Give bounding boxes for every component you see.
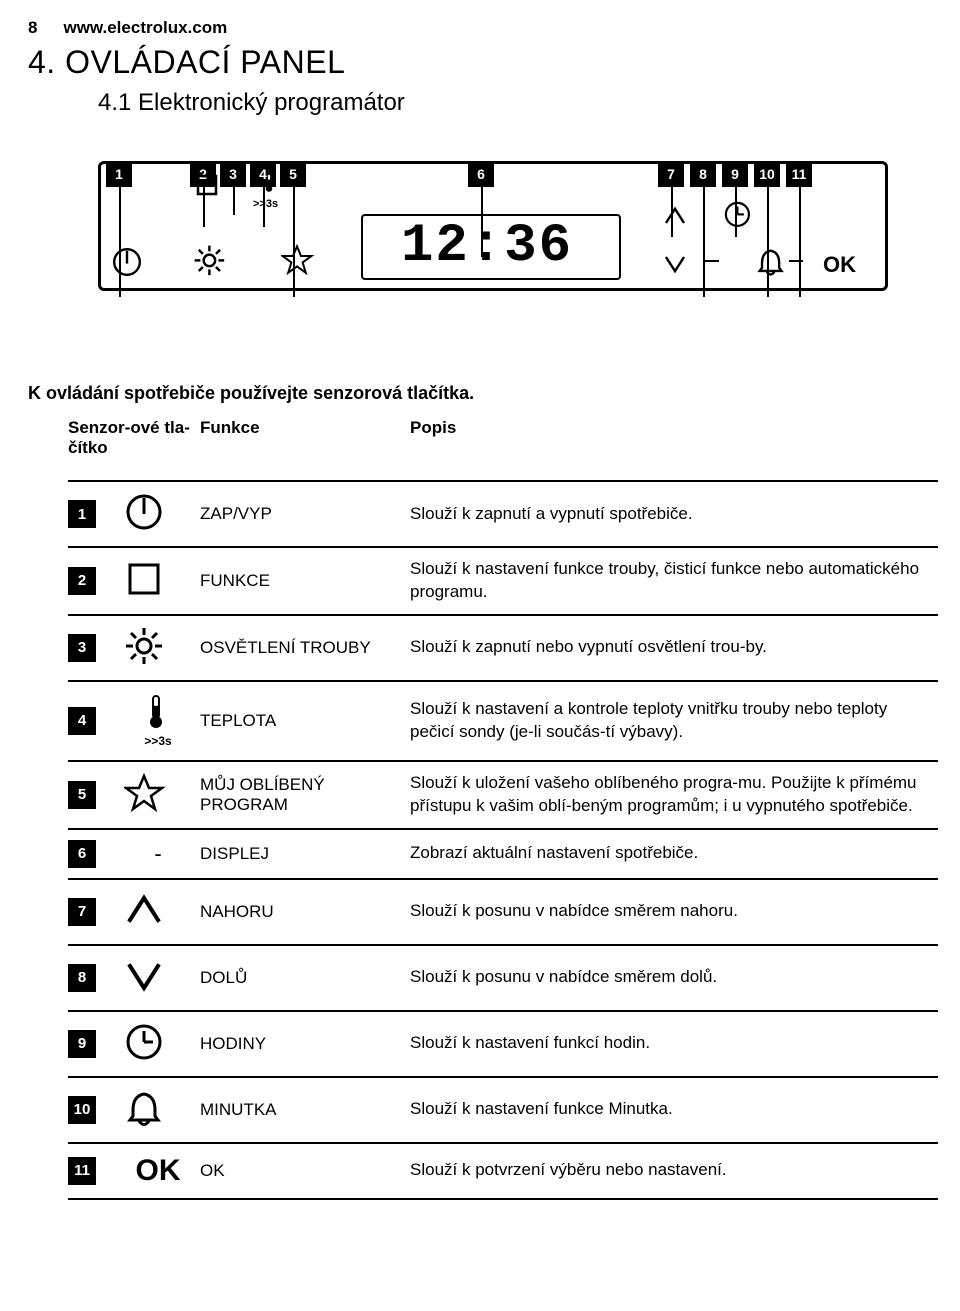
row-icon-dash: - — [124, 829, 200, 879]
row-badge: 7 — [68, 898, 96, 926]
row-description: Slouží k potvrzení výběru nebo nastavení… — [410, 1143, 938, 1199]
thermometer-icon — [258, 172, 276, 198]
row-description: Slouží k nastavení funkcí hodin. — [410, 1011, 938, 1077]
table-row: 8 DOLŮSlouží k posunu v nabídce směrem do… — [68, 945, 938, 1011]
row-icon-square — [124, 547, 200, 615]
row-description: Slouží k posunu v nabídce směrem dolů. — [410, 945, 938, 1011]
row-description: Slouží k nastavení funkce Minutka. — [410, 1077, 938, 1143]
row-badge: 10 — [68, 1096, 96, 1124]
row-function: OSVĚTLENÍ TROUBY — [200, 615, 410, 681]
row-function: HODINY — [200, 1011, 410, 1077]
th-button: Senzor-ové tla-čítko — [68, 410, 200, 481]
table-row: 6-DISPLEJZobrazí aktuální nastavení spot… — [68, 829, 938, 879]
row-badge: 3 — [68, 634, 96, 662]
row-badge: 5 — [68, 781, 96, 809]
row-description: Slouží k nastavení funkce trouby, čistic… — [410, 547, 938, 615]
clock-icon — [723, 200, 753, 230]
row-icon-thermo: >>3s — [124, 681, 200, 761]
square-icon — [196, 174, 218, 196]
row-description: Slouží k posunu v nabídce směrem nahoru. — [410, 879, 938, 945]
control-panel-diagram: 1 2 3 4 5 6 7 8 9 10 11 >>3s — [98, 161, 932, 361]
row-function: NAHORU — [200, 879, 410, 945]
row-function: DOLŮ — [200, 945, 410, 1011]
row-description: Slouží k uložení vašeho oblíbeného progr… — [410, 761, 938, 829]
row-function: OK — [200, 1143, 410, 1199]
row-badge: 9 — [68, 1030, 96, 1058]
power-icon — [111, 246, 143, 278]
table-row: 5 MŮJ OBLÍBENÝ PROGRAMSlouží k uložení va… — [68, 761, 938, 829]
row-function: DISPLEJ — [200, 829, 410, 879]
row-icon-bell — [124, 1077, 200, 1143]
row-description: Slouží k nastavení a kontrole teploty vn… — [410, 681, 938, 761]
row-function: MŮJ OBLÍBENÝ PROGRAM — [200, 761, 410, 829]
row-badge: 11 — [68, 1157, 96, 1185]
row-icon-up — [124, 879, 200, 945]
table-row: 4 >>3sTEPLOTASlouží k nastavení a kontrol… — [68, 681, 938, 761]
time-display: 12:36 — [401, 216, 573, 277]
star-icon — [281, 244, 315, 278]
table-row: 9 HODINYSlouží k nastavení funkcí hodin. — [68, 1011, 938, 1077]
table-row: 11OKOKSlouží k potvrzení výběru nebo nas… — [68, 1143, 938, 1199]
row-function: TEPLOTA — [200, 681, 410, 761]
row-function: ZAP/VYP — [200, 481, 410, 547]
light-icon — [193, 244, 227, 278]
row-badge: 6 — [68, 840, 96, 868]
chevron-down-icon — [663, 252, 689, 274]
row-icon-ok: OK — [124, 1143, 200, 1199]
row-badge: 8 — [68, 964, 96, 992]
row-description: Slouží k zapnutí nebo vypnutí osvětlení … — [410, 615, 938, 681]
th-description: Popis — [410, 410, 938, 481]
bell-icon — [755, 246, 787, 278]
row-description: Slouží k zapnutí a vypnutí spotřebiče. — [410, 481, 938, 547]
row-function: MINUTKA — [200, 1077, 410, 1143]
row-badge: 1 — [68, 500, 96, 528]
row-icon-light — [124, 615, 200, 681]
ok-label: OK — [823, 252, 856, 278]
table-row: 1 ZAP/VYPSlouží k zapnutí a vypnutí spotř… — [68, 481, 938, 547]
row-badge: 2 — [68, 567, 96, 595]
functions-table: Senzor-ové tla-čítko Funkce Popis 1 ZAP/V… — [68, 410, 938, 1200]
intro-text: K ovládání spotřebiče používejte senzoro… — [28, 383, 932, 404]
header-url: www.electrolux.com — [63, 18, 227, 38]
row-icon-star — [124, 761, 200, 829]
row-description: Zobrazí aktuální nastavení spotřebiče. — [410, 829, 938, 879]
hold-3s-label: >>3s — [253, 198, 278, 210]
row-function: FUNKCE — [200, 547, 410, 615]
section-title: 4. OVLÁDACÍ PANEL — [28, 44, 932, 81]
row-badge: 4 — [68, 707, 96, 735]
panel-outline: >>3s 12:36 OK — [98, 161, 888, 291]
th-function: Funkce — [200, 410, 410, 481]
table-row: 10 MINUTKASlouží k nastavení funkce Minut… — [68, 1077, 938, 1143]
row-icon-clock — [124, 1011, 200, 1077]
chevron-up-icon — [663, 204, 689, 226]
row-icon-power — [124, 481, 200, 547]
row-icon-down — [124, 945, 200, 1011]
table-row: 3 OSVĚTLENÍ TROUBYSlouží k zapnutí nebo v… — [68, 615, 938, 681]
page-number: 8 — [28, 18, 37, 38]
subsection-title: 4.1 Elektronický programátor — [98, 89, 932, 117]
table-row: 7 NAHORUSlouží k posunu v nabídce směrem … — [68, 879, 938, 945]
table-row: 2 FUNKCESlouží k nastavení funkce trouby,… — [68, 547, 938, 615]
